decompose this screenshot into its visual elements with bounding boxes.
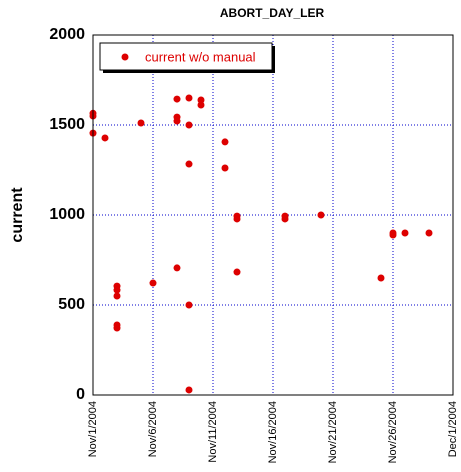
x-tick-label: Dec/1/2004: [447, 401, 459, 457]
points: [89, 94, 433, 394]
point: [197, 101, 205, 109]
point: [113, 292, 121, 300]
point: [173, 117, 181, 125]
point: [377, 274, 385, 282]
point: [425, 229, 433, 237]
point: [221, 164, 229, 172]
point: [173, 95, 181, 103]
y-tick-label: 2000: [49, 26, 85, 43]
y-tick-label: 500: [58, 296, 85, 313]
point: [401, 229, 409, 237]
y-axis-label: current: [9, 187, 26, 243]
plot-frame: [92, 34, 454, 396]
legend-label: current w/o manual: [145, 49, 256, 64]
point: [113, 286, 121, 294]
x-tick-label: Nov/26/2004: [387, 401, 399, 463]
x-tick-label: Nov/21/2004: [327, 401, 339, 463]
point: [185, 301, 193, 309]
x-tick-label: Nov/11/2004: [207, 401, 219, 463]
x-tick-label: Nov/6/2004: [147, 401, 159, 457]
x-tick-label: Nov/16/2004: [267, 401, 279, 463]
y-tick-label: 0: [76, 386, 85, 403]
x-tick-label: Nov/1/2004: [87, 401, 99, 457]
point: [185, 386, 193, 394]
point: [149, 279, 157, 287]
point: [233, 268, 241, 276]
point: [101, 134, 109, 142]
point: [113, 324, 121, 332]
point: [197, 96, 205, 104]
point: [281, 215, 289, 223]
y-tick-label: 1500: [49, 116, 85, 133]
point: [137, 119, 145, 127]
point: [185, 160, 193, 168]
point: [233, 215, 241, 223]
point: [185, 94, 193, 102]
point: [317, 211, 325, 219]
point: [185, 121, 193, 129]
point: [221, 138, 229, 146]
y-tick-label: 1000: [49, 206, 85, 223]
point: [173, 264, 181, 272]
grid: [92, 34, 454, 396]
point: [389, 231, 397, 239]
legend-marker: [121, 53, 129, 61]
chart-title: ABORT_DAY_LER: [220, 6, 325, 20]
legend-box: [99, 42, 273, 71]
